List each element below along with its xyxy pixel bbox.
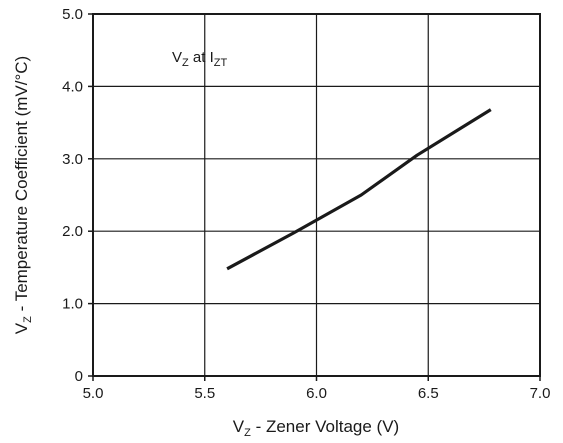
x-tick-label-1: 5.5 xyxy=(194,385,215,402)
annotation-mid: at I xyxy=(189,49,214,66)
y-tick-label-5: 5.0 xyxy=(62,6,83,23)
annotation-vz-main: V xyxy=(172,49,182,66)
series-line-0 xyxy=(227,110,491,269)
x-axis-ticks: 5.0 5.5 6.0 6.5 7.0 xyxy=(83,376,551,402)
x-tick-label-4: 7.0 xyxy=(530,385,551,402)
annotation-izt-sub: ZT xyxy=(214,57,228,69)
x-title-main: V xyxy=(233,417,245,436)
series-group xyxy=(227,110,491,269)
y-tick-label-0: 0 xyxy=(75,368,83,385)
y-axis-title: VZ - Temperature Coefficient (mV/°C) xyxy=(12,56,34,334)
y-axis-ticks: 0 1.0 2.0 3.0 4.0 5.0 xyxy=(62,6,93,385)
x-tick-label-2: 6.0 xyxy=(306,385,327,402)
y-tick-label-2: 2.0 xyxy=(62,223,83,240)
x-axis-title: VZ - Zener Voltage (V) xyxy=(233,417,399,439)
y-title-rest: - Temperature Coefficient (mV/°C) xyxy=(12,56,31,316)
x-tick-label-3: 6.5 xyxy=(418,385,439,402)
x-tick-label-0: 5.0 xyxy=(83,385,104,402)
y-title-main: V xyxy=(12,322,31,334)
y-tick-label-1: 1.0 xyxy=(62,296,83,313)
y-tick-label-3: 3.0 xyxy=(62,151,83,168)
x-title-rest: - Zener Voltage (V) xyxy=(251,417,399,436)
grid xyxy=(93,14,540,376)
y-tick-label-4: 4.0 xyxy=(62,78,83,95)
curve-annotation: VZ at IZT xyxy=(172,49,227,69)
